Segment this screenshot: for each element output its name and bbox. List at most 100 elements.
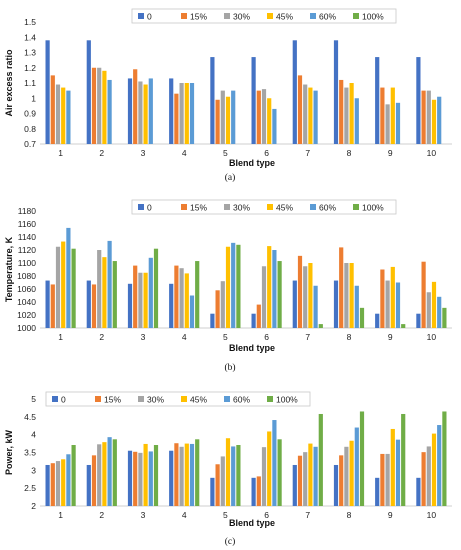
bar-0-blend-1	[45, 40, 50, 144]
bar-60pct-blend-10	[437, 296, 442, 328]
y-tick-label: 1160	[18, 219, 37, 229]
bar-60pct-blend-5	[231, 242, 236, 328]
bar-45pct-blend-8	[349, 83, 354, 144]
legend-swatch	[181, 204, 187, 210]
y-tick-label: 3	[31, 465, 36, 475]
bar-30pct-blend-7	[303, 452, 308, 506]
bar-0-blend-6	[251, 313, 256, 328]
bar-60pct-blend-6	[272, 420, 277, 506]
bar-45pct-blend-9	[390, 428, 395, 506]
bar-0-blend-5	[210, 477, 215, 506]
bar-45pct-blend-10	[431, 433, 437, 506]
bar-30pct-blend-6	[261, 447, 267, 506]
legend-label: 15%	[190, 203, 207, 213]
bar-60pct-blend-8	[354, 98, 359, 144]
bar-0-blend-8	[333, 464, 339, 506]
bar-30pct-blend-10	[426, 446, 431, 506]
x-tick-label: 5	[223, 510, 228, 520]
bar-30pct-blend-9	[385, 104, 390, 144]
x-tick-label: 6	[264, 148, 269, 158]
bar-45pct-blend-10	[431, 99, 437, 144]
bar-30pct-blend-8	[344, 263, 349, 328]
bar-15pct-blend-4	[174, 443, 179, 506]
x-tick-label: 4	[182, 332, 187, 342]
bar-0-blend-2	[86, 464, 91, 506]
bar-30pct-blend-6	[261, 266, 267, 328]
bar-45pct-blend-3	[143, 272, 148, 328]
bar-60pct-blend-1	[66, 227, 71, 328]
legend-label: 45%	[190, 395, 207, 405]
x-tick-label: 1	[58, 510, 63, 520]
y-tick-label: 1180	[18, 206, 37, 216]
bar-15pct-blend-2	[91, 284, 97, 328]
bar-30pct-blend-7	[303, 84, 308, 144]
legend-label: 30%	[147, 395, 164, 405]
bar-15pct-blend-1	[50, 284, 55, 328]
bar-15pct-blend-5	[215, 99, 220, 144]
bar-45pct-blend-10	[431, 281, 437, 328]
bar-60pct-blend-6	[272, 108, 277, 144]
x-tick-label: 2	[99, 332, 104, 342]
legend-swatch	[138, 13, 144, 19]
legend-box	[45, 391, 311, 407]
y-tick-label: 0.7	[24, 139, 36, 149]
bar-60pct-blend-1	[66, 90, 71, 144]
legend-label: 60%	[233, 395, 250, 405]
legend-swatch	[353, 13, 359, 19]
x-axis-label: Blend type	[229, 158, 275, 168]
y-tick-label: 1060	[17, 284, 36, 294]
legend-swatch	[224, 204, 230, 210]
y-tick-label: 2.5	[24, 483, 36, 493]
bar-60pct-blend-3	[148, 78, 153, 144]
bar-0-blend-7	[292, 40, 297, 144]
bar-0-blend-6	[251, 57, 256, 144]
legend: 0 15% 30% 45% 60% 100%	[45, 391, 311, 407]
bar-15pct-blend-2	[91, 455, 97, 506]
bar-15pct-blend-9	[380, 453, 385, 506]
bar-15pct-blend-5	[215, 290, 220, 328]
legend-swatch	[224, 13, 230, 19]
bar-45pct-blend-7	[308, 443, 313, 506]
bar-0-blend-3	[127, 78, 133, 144]
x-axis-label: Blend type	[229, 518, 275, 528]
bar-100pct-blend-8	[359, 411, 365, 506]
bar-45pct-blend-4	[184, 273, 189, 328]
legend-swatch	[95, 396, 101, 402]
bar-45pct-blend-1	[61, 241, 66, 328]
x-tick-label: 10	[427, 510, 437, 520]
bar-60pct-blend-9	[395, 102, 401, 144]
bar-0-blend-10	[416, 57, 421, 144]
y-tick-label: 1.1	[24, 78, 36, 88]
bar-30pct-blend-2	[97, 250, 102, 328]
bar-15pct-blend-8	[339, 247, 344, 328]
bar-45pct-blend-1	[61, 87, 66, 144]
legend-swatch	[310, 204, 316, 210]
x-tick-label: 8	[347, 332, 352, 342]
bar-15pct-blend-8	[339, 455, 344, 506]
y-tick-label: 3.5	[24, 448, 36, 458]
y-tick-label: 1000	[17, 323, 36, 333]
bar-45pct-blend-2	[102, 442, 107, 506]
x-tick-label: 1	[58, 148, 63, 158]
legend-label: 45%	[276, 12, 293, 22]
bar-60pct-blend-5	[231, 90, 236, 144]
bar-45pct-blend-7	[308, 263, 313, 328]
bar-15pct-blend-9	[380, 269, 385, 328]
x-axis-label: Blend type	[229, 343, 275, 353]
bar-0-blend-4	[169, 78, 174, 144]
bar-45pct-blend-3	[143, 84, 148, 144]
bar-100pct-blend-3	[153, 445, 159, 506]
bar-15pct-blend-3	[133, 265, 138, 328]
bar-45pct-blend-5	[225, 246, 231, 328]
figure-caption: (c)	[225, 536, 236, 547]
bar-100pct-blend-3	[153, 248, 159, 328]
bar-30pct-blend-2	[97, 444, 102, 506]
legend-swatch	[52, 396, 58, 402]
figure-caption: (b)	[224, 362, 235, 373]
y-tick-label: 1	[31, 93, 36, 103]
bar-60pct-blend-2	[107, 79, 112, 144]
legend-label: 15%	[104, 395, 121, 405]
bar-30pct-blend-8	[344, 87, 349, 144]
bar-45pct-blend-9	[390, 87, 395, 144]
